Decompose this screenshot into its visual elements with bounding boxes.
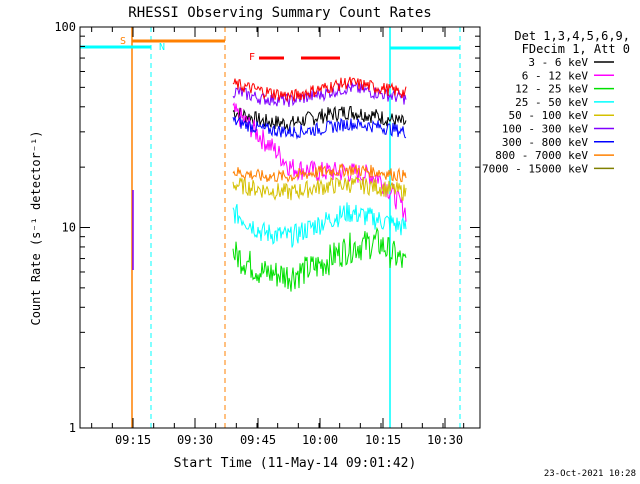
flag-label-s: S xyxy=(120,36,126,47)
legend-label-7: 800 - 7000 keV xyxy=(495,149,588,162)
legend-header-detectors: Det 1,3,4,5,6,9, xyxy=(514,29,630,43)
series-line-total xyxy=(232,76,407,103)
x-axis-label: Start Time (11-May-14 09:01:42) xyxy=(174,456,417,471)
legend-label-6: 300 - 800 keV xyxy=(502,136,588,149)
x-tick-label: 09:30 xyxy=(177,433,213,447)
series-line-7 xyxy=(232,163,407,183)
flag-label-n: N xyxy=(159,42,165,53)
series-line-6 xyxy=(232,116,407,140)
y-tick-label: 100 xyxy=(54,20,76,34)
legend-label-0: 3 - 6 keV xyxy=(528,56,588,69)
x-tick-label: 09:45 xyxy=(240,433,276,447)
flag-label-f: F xyxy=(249,52,255,63)
series-line-5 xyxy=(232,81,407,107)
legend-label-1: 6 - 12 keV xyxy=(522,69,589,82)
x-tick-label: 10:30 xyxy=(427,433,463,447)
series-line-1 xyxy=(232,101,407,222)
legend-header-decimation: FDecim 1, Att 0 xyxy=(522,42,630,56)
legend-label-5: 100 - 300 keV xyxy=(502,123,588,136)
legend-label-3: 25 - 50 keV xyxy=(515,96,588,109)
series-line-2 xyxy=(232,226,407,292)
legend-label-2: 12 - 25 keV xyxy=(515,83,588,96)
x-tick-label: 09:15 xyxy=(115,433,151,447)
legend-label-8: 7000 - 15000 keV xyxy=(482,162,588,175)
y-tick-label: 1 xyxy=(69,421,76,435)
y-tick-label: 10 xyxy=(62,221,76,235)
series-line-0 xyxy=(232,105,407,132)
x-tick-label: 10:00 xyxy=(302,433,338,447)
chart-title: RHESSI Observing Summary Count Rates xyxy=(128,5,431,21)
legend-label-4: 50 - 100 keV xyxy=(509,109,589,122)
series-line-4 xyxy=(232,175,407,201)
y-axis-label: Count Rate (s⁻¹ detector⁻¹) xyxy=(29,130,43,325)
x-tick-label: 10:15 xyxy=(365,433,401,447)
footer-date: 23-Oct-2021 10:28 xyxy=(544,469,636,479)
series-line-3 xyxy=(232,202,407,248)
